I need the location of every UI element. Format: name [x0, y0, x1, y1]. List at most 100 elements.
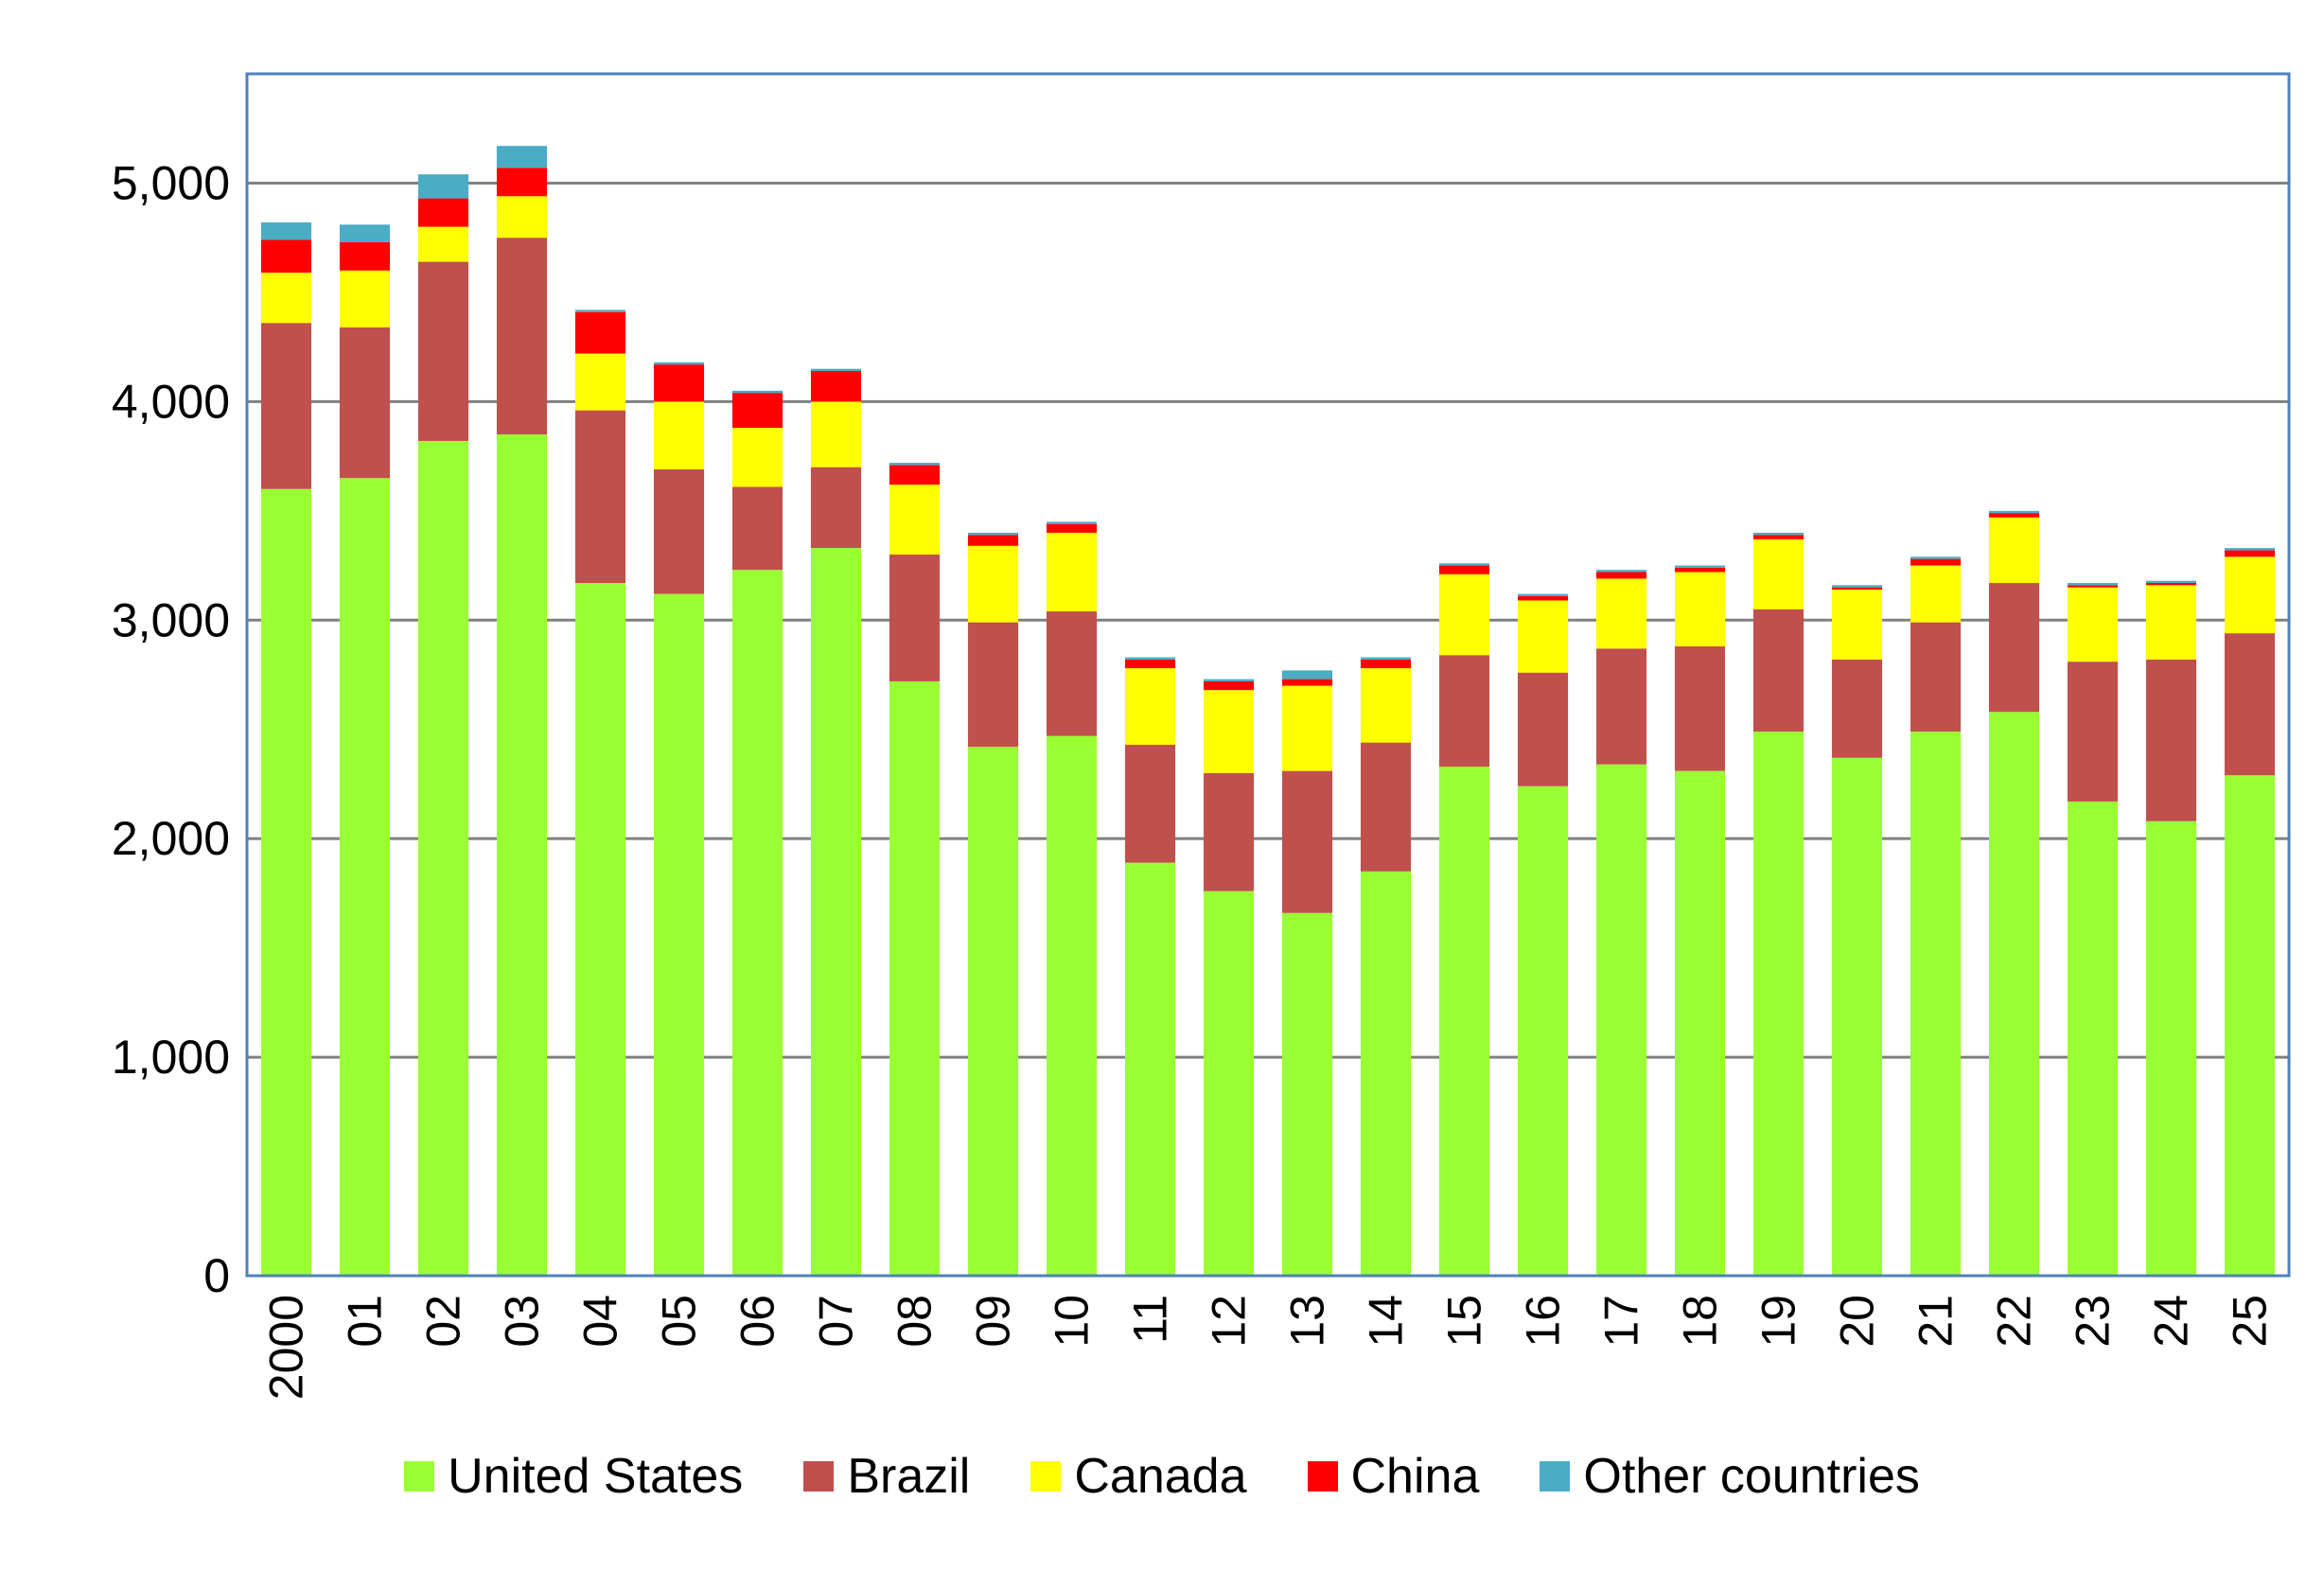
bar-segment-other-countries [260, 222, 312, 240]
bar-segment-china [260, 239, 312, 274]
y-tick-label: 0 [203, 1249, 230, 1302]
bar-segment-other-countries [1124, 657, 1176, 660]
bar-segment-brazil [1360, 742, 1412, 872]
bar-segment-brazil [496, 238, 548, 434]
bar-segment-canada [1438, 574, 1490, 656]
bar-segment-canada [889, 485, 941, 555]
bar-segment-other-countries [967, 532, 1019, 536]
bar-segment-united-states [574, 583, 626, 1276]
bar-segment-brazil [417, 261, 469, 441]
bar-segment-canada [2145, 585, 2197, 660]
x-tick-label: 09 [967, 1295, 1020, 1348]
bar-segment-china [1046, 523, 1098, 533]
bar-segment-united-states [1595, 764, 1647, 1276]
bar-segment-united-states [2224, 775, 2276, 1276]
bar-segment-china [1988, 513, 2040, 518]
x-tick-label: 23 [2067, 1295, 2120, 1348]
x-tick-label: 17 [1595, 1295, 1648, 1348]
bar-segment-china [417, 198, 469, 227]
bar-segment-united-states [496, 434, 548, 1276]
bar-segment-united-states [1281, 912, 1333, 1276]
bar-segment-united-states [1988, 712, 2040, 1276]
bar-segment-other-countries [417, 174, 469, 199]
bar-segment-china [1124, 659, 1176, 669]
bar-segment-united-states [2067, 801, 2119, 1276]
bar-segment-other-countries [1438, 563, 1490, 566]
bar-segment-other-countries [1517, 593, 1569, 596]
bar-segment-canada [967, 545, 1019, 623]
x-tick-label: 01 [339, 1295, 392, 1348]
bar-segment-canada [731, 428, 783, 487]
bar-segment-united-states [1831, 757, 1883, 1276]
x-tick-label: 18 [1674, 1295, 1727, 1348]
bar-segment-united-states [1910, 732, 1962, 1276]
bar-segment-united-states [2145, 821, 2197, 1276]
bar-segment-canada [1046, 532, 1098, 612]
bar-segment-other-countries [1831, 585, 1883, 588]
legend-swatch [1540, 1461, 1571, 1492]
x-tick-label: 21 [1910, 1295, 1963, 1348]
bar-segment-brazil [1910, 622, 1962, 733]
bar-segment-canada [1752, 538, 1805, 609]
legend-item: China [1307, 1448, 1480, 1505]
bar-segment-china [810, 371, 862, 402]
bar-segment-united-states [1046, 735, 1098, 1276]
bar-segment-other-countries [889, 463, 941, 466]
bar-segment-brazil [1674, 645, 1726, 771]
bar-segment-china [1438, 565, 1490, 574]
bar-segment-brazil [1438, 655, 1490, 767]
bar-segment-china [2224, 550, 2276, 557]
bar-segment-canada [574, 353, 626, 411]
legend-label: China [1350, 1449, 1480, 1504]
bar-segment-other-countries [731, 390, 783, 394]
bar-segment-canada [417, 226, 469, 262]
bar-segment-united-states [889, 680, 941, 1276]
bar-segment-brazil [967, 622, 1019, 748]
bar-segment-canada [1281, 685, 1333, 771]
bar-segment-brazil [1046, 611, 1098, 736]
bar-segment-united-states [653, 593, 705, 1276]
legend-label: Other countries [1583, 1449, 1920, 1504]
bar-segment-brazil [1203, 772, 1255, 891]
legend-label: Canada [1074, 1449, 1247, 1504]
legend-swatch [404, 1461, 435, 1492]
bar-segment-united-states [1752, 732, 1805, 1276]
bar-segment-brazil [731, 486, 783, 571]
bar-segment-china [731, 393, 783, 429]
legend: United States Brazil Canada China Other coun… [0, 1439, 2324, 1514]
bar-segment-china [496, 168, 548, 197]
x-tick-label: 20 [1831, 1295, 1884, 1348]
gridlines [247, 181, 2289, 1059]
bar-segment-brazil [1988, 583, 2040, 713]
x-tick-label: 15 [1438, 1295, 1491, 1348]
bar-segment-canada [339, 270, 391, 327]
bar-segment-united-states [1203, 891, 1255, 1276]
bar-segment-china [1831, 587, 1883, 590]
bar-segment-canada [260, 273, 312, 324]
x-tick-label: 08 [889, 1295, 942, 1348]
bar-segment-other-countries [810, 368, 862, 372]
bar-segment-united-states [1360, 871, 1412, 1276]
x-tick-label: 06 [731, 1295, 784, 1348]
bar-segment-brazil [1281, 770, 1333, 913]
x-tick-label: 10 [1046, 1295, 1099, 1348]
x-tick-label: 13 [1281, 1295, 1334, 1348]
bar-segment-canada [1910, 565, 1962, 623]
y-tick-label: 4,000 [112, 375, 230, 428]
bar-segment-china [1752, 535, 1805, 539]
bar-segment-other-countries [653, 362, 705, 365]
x-tick-label: 24 [2145, 1295, 2198, 1348]
bar-segment-brazil [339, 327, 391, 479]
bar-segment-canada [1595, 578, 1647, 649]
bar-segment-other-countries [1988, 510, 2040, 514]
y-tick-label: 5,000 [112, 156, 230, 209]
legend-swatch [803, 1461, 835, 1492]
bar-segment-other-countries [1595, 570, 1647, 573]
bar-segment-brazil [653, 468, 705, 594]
x-tick-label: 2000 [260, 1295, 313, 1400]
bar-segment-other-countries [2145, 580, 2197, 584]
bar-segment-other-countries [496, 146, 548, 168]
bar-segment-canada [2067, 587, 2119, 662]
bar-segment-other-countries [1360, 657, 1412, 660]
bar-segment-other-countries [574, 309, 626, 312]
